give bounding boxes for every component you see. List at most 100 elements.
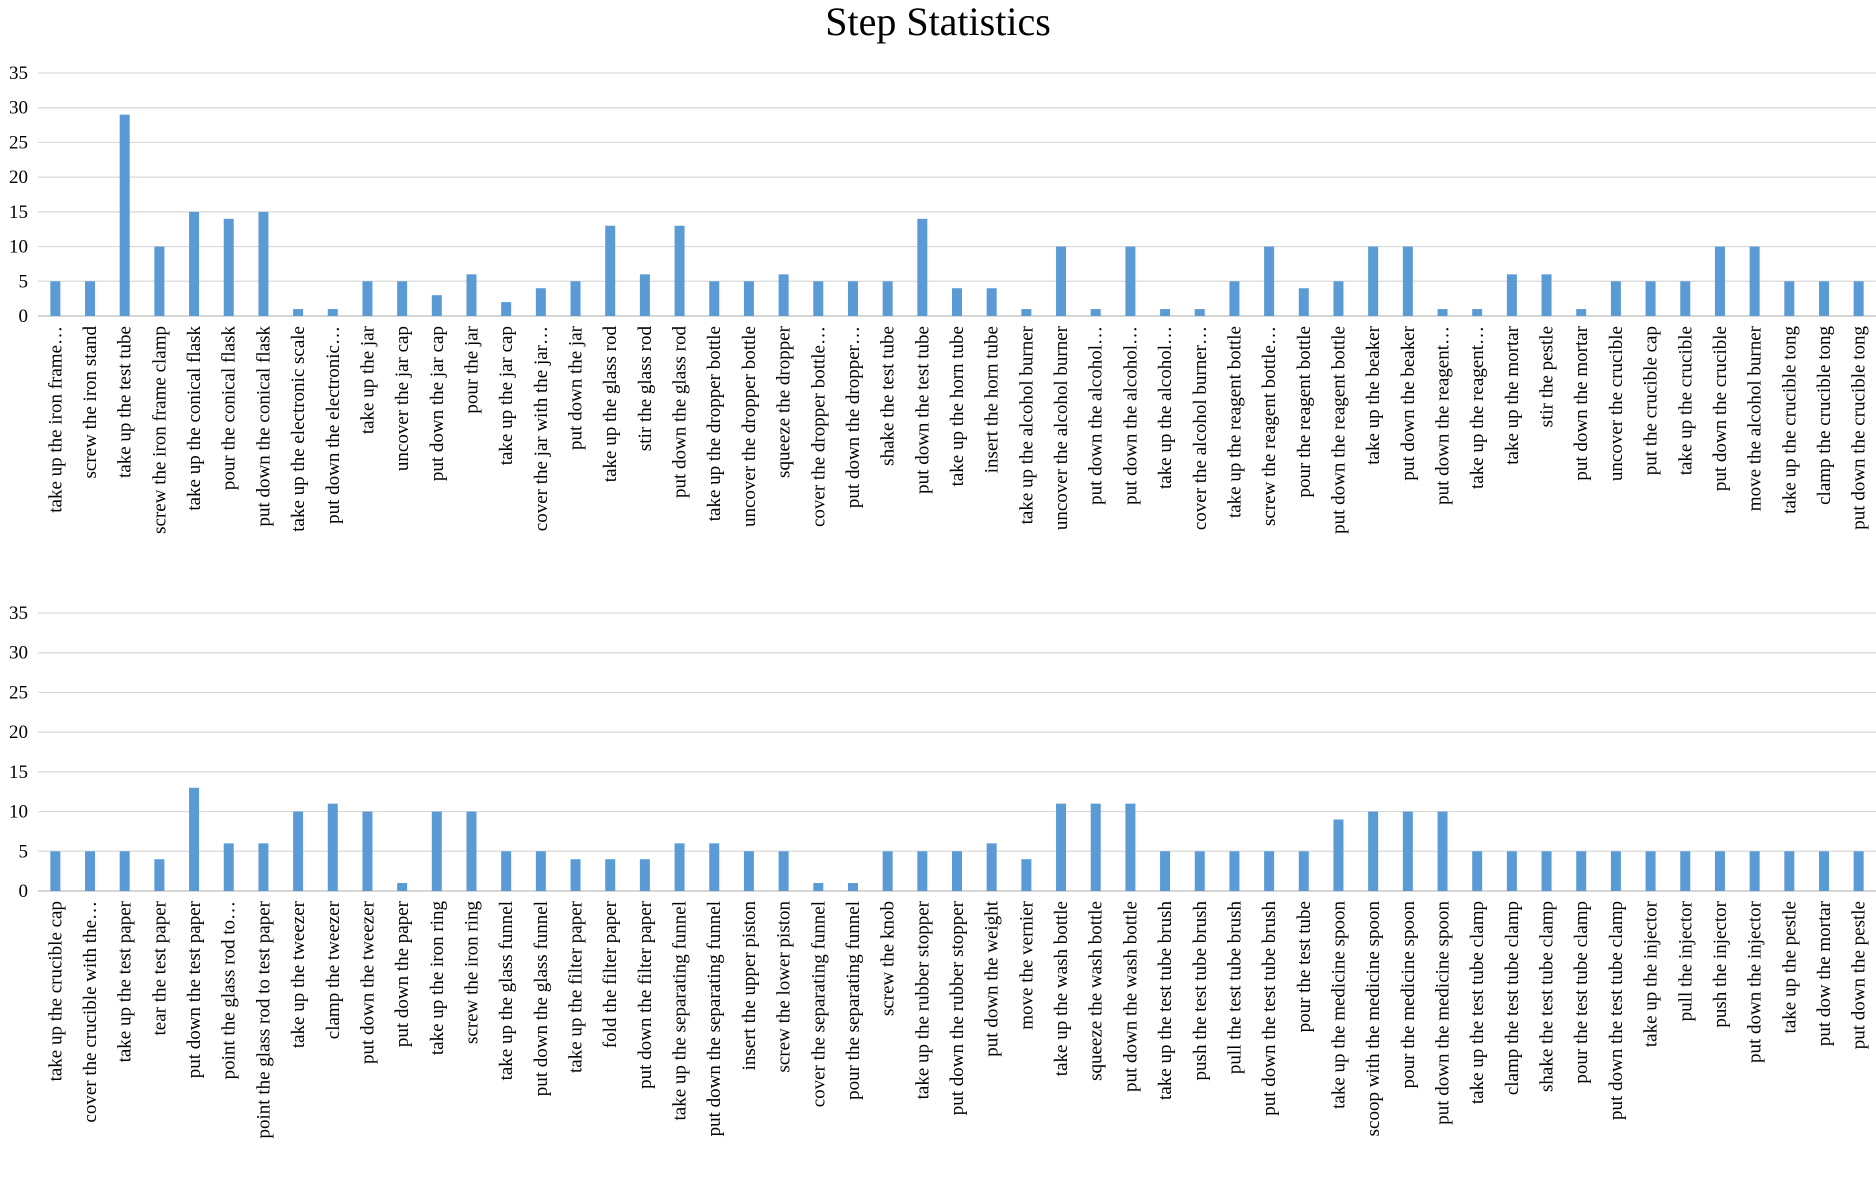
- bar: [570, 281, 581, 316]
- bar: [1437, 309, 1448, 316]
- category-label: pour the conical flask: [219, 326, 240, 491]
- category-label: put down the jar cap: [427, 326, 448, 481]
- bar: [778, 274, 789, 316]
- bar: [1090, 803, 1101, 891]
- bar: [1160, 851, 1171, 891]
- y-tick-label: 0: [19, 306, 29, 327]
- category-label: take up the jar cap: [496, 326, 517, 465]
- bar: [223, 843, 234, 891]
- bar: [1298, 288, 1309, 316]
- category-label: pour the reagent bottle: [1294, 326, 1315, 497]
- category-label: take up the alcohol burner: [1016, 325, 1037, 524]
- category-label: fold the filter paper: [600, 900, 621, 1048]
- y-tick-label: 15: [9, 762, 28, 783]
- y-tick-label: 15: [9, 202, 28, 223]
- bar: [50, 281, 61, 316]
- bar: [1333, 819, 1344, 891]
- category-label: uncover the dropper bottle: [739, 326, 760, 527]
- category-label: take up the crucible: [1675, 326, 1696, 475]
- bar: [1610, 851, 1621, 891]
- bar: [778, 851, 789, 891]
- bar: [154, 859, 165, 891]
- bar: [501, 302, 512, 316]
- category-label: screw the iron ring: [461, 901, 482, 1044]
- category-label: take up the horn tube: [947, 326, 968, 486]
- category-label: take up the rubber stopper: [912, 900, 933, 1099]
- category-label: take up the tweezer: [288, 900, 309, 1048]
- bar: [1576, 309, 1587, 316]
- bar: [1749, 246, 1760, 316]
- bar: [813, 281, 824, 316]
- category-label: take up the filter paper: [566, 900, 587, 1073]
- bar: [743, 851, 754, 891]
- category-label: cover the dropper bottle…: [808, 326, 829, 527]
- category-label: move the alcohol burner: [1745, 325, 1766, 511]
- category-label: move the vernier: [1016, 900, 1037, 1029]
- bar: [431, 295, 442, 316]
- category-label: put down the glass funnel: [531, 901, 552, 1096]
- category-label: pour the test tube clamp: [1571, 901, 1592, 1084]
- bar: [431, 811, 442, 891]
- bar: [119, 114, 130, 317]
- y-tick-label: 10: [9, 802, 28, 823]
- bar: [1645, 281, 1656, 316]
- panel-2: 0 5 10 15 20 25 30 35 take up the crucible cap co…: [9, 603, 1876, 1138]
- bar: [709, 281, 720, 316]
- bar: [1056, 803, 1067, 891]
- bar: [119, 851, 130, 891]
- bar: [535, 288, 546, 316]
- category-label: put down the test tube: [912, 326, 933, 494]
- bar: [917, 851, 928, 891]
- category-label: shake the test tube: [878, 326, 899, 466]
- bar: [1714, 246, 1725, 316]
- category-label: screw the knob: [878, 901, 899, 1016]
- category-label: put down the medicine spoon: [1433, 901, 1454, 1125]
- category-label: take up the crucible cap: [45, 901, 66, 1081]
- bar: [1506, 274, 1517, 316]
- y-tick-label: 20: [9, 167, 28, 188]
- bar: [1090, 309, 1101, 316]
- bar: [1021, 859, 1032, 891]
- bar: [1472, 309, 1483, 316]
- category-label: insert the upper piston: [739, 901, 760, 1071]
- y-tick-label: 25: [9, 682, 28, 703]
- bar: [1402, 811, 1413, 891]
- bar: [1229, 851, 1240, 891]
- category-label: squeeze the dropper: [774, 325, 795, 478]
- category-label: put down the crucible: [1710, 326, 1731, 491]
- category-label: put dow the mortar: [1814, 900, 1835, 1046]
- bar: [1853, 281, 1864, 316]
- bar: [362, 281, 373, 316]
- category-label: put down the electronic…: [323, 326, 344, 524]
- bar: [293, 811, 304, 891]
- bar: [1853, 851, 1864, 891]
- category-label: take up the test tube clamp: [1467, 901, 1488, 1104]
- bar: [1576, 851, 1587, 891]
- bar: [570, 859, 581, 891]
- bar: [85, 281, 96, 316]
- category-label: screw the lower piston: [774, 901, 795, 1073]
- y-tick-label: 0: [19, 881, 29, 902]
- bar: [917, 218, 928, 316]
- category-label: take up the electronic scale: [288, 326, 309, 532]
- bar: [258, 211, 269, 316]
- y-tick-label: 5: [19, 841, 29, 862]
- category-label: take up the beaker: [1363, 325, 1384, 464]
- bar: [1680, 851, 1691, 891]
- bar: [189, 211, 200, 316]
- category-label: screw the iron stand: [80, 326, 101, 479]
- bar: [952, 288, 962, 316]
- bar: [397, 281, 408, 316]
- category-label: uncover the alcohol burner: [1051, 325, 1072, 530]
- category-label: take up the mortar: [1502, 325, 1523, 464]
- category-label: insert the horn tube: [982, 326, 1003, 473]
- panel-1: 0 5 10 15 20 25 30 35 take up the iron frame… scr…: [9, 63, 1876, 534]
- category-label: put down the pestle: [1849, 901, 1870, 1049]
- category-label: put down the jar: [566, 325, 587, 450]
- bar: [466, 811, 477, 891]
- bar: [1368, 811, 1379, 891]
- bar: [1645, 851, 1656, 891]
- bar: [1264, 246, 1275, 316]
- bar: [1056, 246, 1067, 316]
- y-tick-label: 5: [19, 271, 29, 292]
